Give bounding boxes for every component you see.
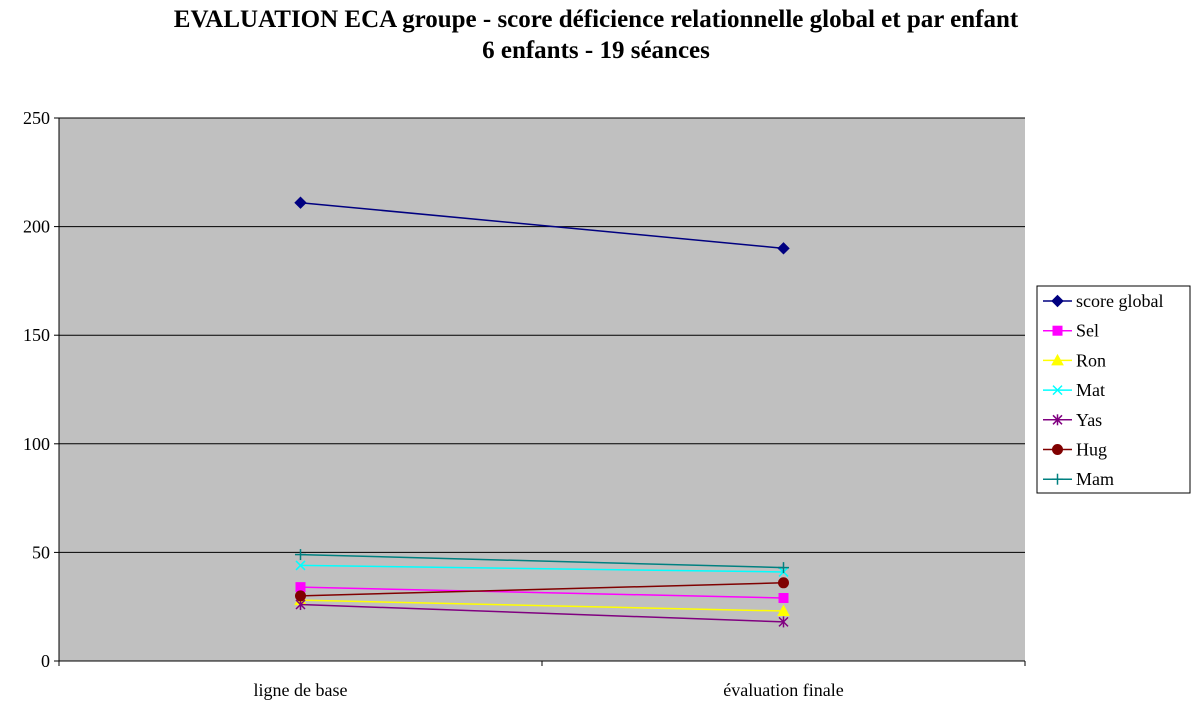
y-tick-label: 50 [32, 542, 50, 562]
y-axis-tick-labels: 0 50 100 150 200 250 [23, 108, 50, 671]
square-marker [778, 593, 789, 604]
data-point [778, 577, 789, 589]
data-point [294, 196, 307, 209]
legend-label: score global [1076, 291, 1163, 311]
chart-subtitle: 6 enfants - 19 séances [482, 37, 710, 64]
series-5 [295, 577, 789, 602]
legend-marker [1052, 414, 1063, 426]
diamond-marker [777, 242, 790, 255]
series-0 [294, 196, 790, 255]
series-line [300, 553, 784, 569]
legend-marker [1052, 444, 1063, 455]
chart-title: EVALUATION ECA groupe - score déficience… [174, 6, 1019, 33]
y-tick-label: 100 [23, 434, 50, 454]
y-tick-label: 250 [23, 108, 50, 128]
series-layer [294, 196, 790, 628]
axes [54, 117, 1026, 666]
legend-marker [1052, 385, 1063, 396]
legend-entry: score global [1043, 291, 1163, 311]
data-point [295, 590, 306, 602]
legend-label: Mam [1076, 469, 1114, 489]
plot-area [59, 118, 1025, 661]
legend-entry: Mam [1043, 469, 1114, 489]
x-tick-label: ligne de base [254, 680, 348, 700]
data-point [295, 582, 306, 593]
y-tick-label: 150 [23, 325, 50, 345]
circle-marker [295, 590, 306, 602]
legend-label: Mat [1076, 380, 1105, 400]
series-line [300, 582, 784, 597]
series-line [300, 564, 784, 573]
triangle-marker [1051, 353, 1064, 366]
data-point [295, 549, 306, 561]
square-marker [1052, 325, 1063, 336]
legend-entry: Ron [1043, 350, 1106, 370]
series-line [300, 201, 784, 250]
x-axis-tick-labels: ligne de base évaluation finale [254, 680, 844, 700]
data-point [777, 242, 790, 255]
legend-marker [1051, 294, 1064, 308]
data-point [778, 616, 789, 628]
legend-entry: Hug [1043, 440, 1107, 460]
legend-marker [1052, 473, 1063, 485]
legend-entry: Yas [1043, 410, 1102, 430]
legend-entry: Mat [1043, 380, 1105, 400]
triangle-marker [777, 604, 790, 617]
data-point [778, 593, 789, 604]
marker-stroke [295, 560, 306, 571]
y-tick-label: 0 [41, 651, 50, 671]
data-point [778, 562, 789, 574]
legend-label: Hug [1076, 440, 1107, 460]
legend-label: Yas [1076, 410, 1102, 430]
circle-marker [1052, 444, 1063, 455]
series-4 [295, 599, 789, 628]
series-line [300, 599, 784, 612]
legend: score global Sel Ron Mat Yas Hug Mam [1036, 285, 1191, 494]
circle-marker [778, 577, 789, 589]
series-3 [295, 560, 789, 577]
series-line [300, 586, 784, 599]
data-point [295, 560, 306, 571]
diamond-marker [1051, 294, 1064, 308]
legend-entry: Sel [1043, 321, 1099, 341]
x-tick-label: évaluation finale [723, 680, 843, 700]
data-point [777, 604, 790, 617]
legend-marker [1052, 325, 1063, 336]
legend-label: Sel [1076, 321, 1099, 341]
square-marker [295, 582, 306, 593]
gridlines [59, 117, 1025, 553]
y-tick-label: 200 [23, 217, 50, 237]
diamond-marker [294, 196, 307, 209]
series-6 [295, 549, 789, 574]
legend-label: Ron [1076, 350, 1106, 370]
series-line [300, 603, 784, 623]
marker-stroke [1052, 385, 1063, 396]
legend-marker [1051, 353, 1064, 366]
